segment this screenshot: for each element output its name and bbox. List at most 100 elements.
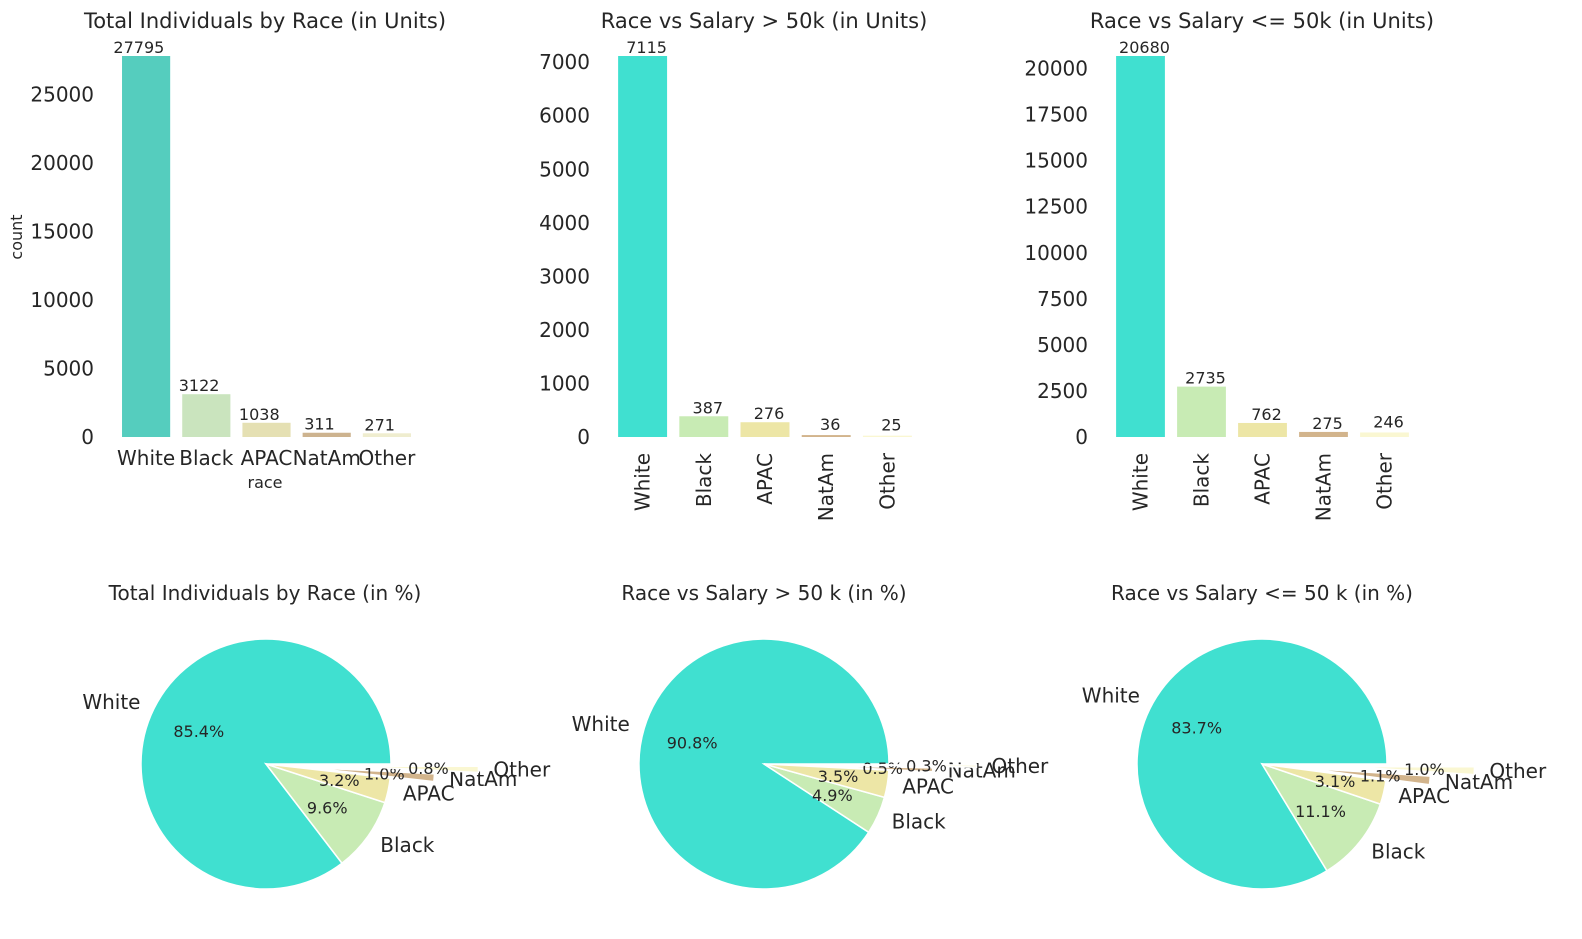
bar-black <box>182 394 231 437</box>
data-label: 271 <box>364 415 395 434</box>
bar-chart-2: Race vs Salary > 50k (in Units) 0 1000 2000… <box>539 9 927 521</box>
y-tick-label: 25000 <box>30 82 94 106</box>
x-tick-label: Black <box>179 446 234 470</box>
pct-label: 0.3% <box>906 757 947 776</box>
bar-other <box>362 433 411 437</box>
slice-label: Black <box>380 833 435 857</box>
slice-label: Black <box>892 810 947 834</box>
slice-label: White <box>572 712 630 736</box>
x-tick-label: NatAm <box>1312 453 1336 521</box>
y-tick-label: 2500 <box>1037 379 1088 403</box>
data-label: 36 <box>820 415 840 434</box>
pct-label: 90.8% <box>667 734 718 753</box>
y-tick-label: 20000 <box>30 151 94 175</box>
pct-label: 11.1% <box>1295 802 1346 821</box>
y-tick-label: 20000 <box>1024 57 1088 81</box>
data-label: 3122 <box>179 376 220 395</box>
x-tick-label: Black <box>1190 453 1214 508</box>
chart-title: Race vs Salary > 50 k (in %) <box>621 581 906 605</box>
bar-other <box>862 435 912 437</box>
slice-label: White <box>1082 683 1140 707</box>
data-label: 27795 <box>113 38 164 57</box>
x-tick-label: APAC <box>753 453 777 505</box>
bar-black <box>1177 386 1226 437</box>
x-tick-label: Other <box>1373 452 1397 510</box>
data-label: 762 <box>1251 405 1282 424</box>
slice-natam <box>807 764 934 773</box>
bar-apac <box>740 422 790 437</box>
data-label: 25 <box>881 416 901 435</box>
bar-other <box>1360 432 1409 437</box>
bar-natam <box>1299 431 1348 437</box>
y-tick-label: 10000 <box>30 288 94 312</box>
y-tick-label: 15000 <box>30 219 94 243</box>
pct-label: 83.7% <box>1171 718 1222 737</box>
x-tick-label: White <box>631 453 655 511</box>
x-tick-label: Black <box>692 453 716 508</box>
slice-label: Black <box>1371 840 1426 864</box>
y-tick-label: 7500 <box>1037 287 1088 311</box>
y-tick-label: 5000 <box>43 356 94 380</box>
pct-label: 1.1% <box>1360 767 1401 786</box>
pct-label: 85.4% <box>173 722 224 741</box>
x-tick-label: NatAm <box>814 453 838 521</box>
chart-title: Race vs Salary > 50k (in Units) <box>601 9 928 33</box>
slice-label: APAC <box>403 782 455 806</box>
data-label: 20680 <box>1119 38 1170 57</box>
x-tick-label: NatAm <box>293 446 361 470</box>
pct-label: 1.0% <box>1404 760 1445 779</box>
bar-black <box>679 416 729 437</box>
pie-chart-5: Race vs Salary > 50 k (in %) 90.8% White 4.… <box>572 581 1049 890</box>
data-label: 7115 <box>626 38 667 57</box>
y-tick-label: 0 <box>577 425 590 449</box>
x-tick-label: APAC <box>1251 453 1275 505</box>
data-label: 2735 <box>1185 369 1226 388</box>
data-label: 275 <box>1312 414 1343 433</box>
slice-label: NatAm <box>948 758 1016 782</box>
slice-label: Other <box>991 754 1049 778</box>
pct-label: 3.1% <box>1315 772 1356 791</box>
slice-apac <box>1261 763 1387 806</box>
slice-other <box>1349 765 1476 776</box>
bar-white <box>618 56 668 437</box>
data-label: 311 <box>304 415 335 434</box>
bar-apac <box>1238 422 1287 437</box>
slice-natam <box>1305 767 1432 786</box>
chart-title: Total Individuals by Race (in %) <box>108 581 422 605</box>
slice-label: APAC <box>902 774 954 798</box>
data-label: 1038 <box>239 405 280 424</box>
slice-natam <box>309 766 436 783</box>
slice-label: Other <box>1489 759 1547 783</box>
y-tick-label: 10000 <box>1024 241 1088 265</box>
y-tick-label: 5000 <box>539 157 590 181</box>
chart-title: Race vs Salary <= 50 k (in %) <box>1111 581 1413 605</box>
slice-black <box>1260 762 1382 872</box>
pct-label: 0.8% <box>408 759 449 778</box>
y-tick-label: 12500 <box>1024 195 1088 219</box>
pie-chart-4: Total Individuals by Race (in %) 85.4% Whi… <box>82 581 551 890</box>
slice-apac <box>265 763 392 804</box>
bar-chart-3: Race vs Salary <= 50k (in Units) 0 2500 500… <box>1024 9 1434 521</box>
pct-label: 1.0% <box>364 765 405 784</box>
pct-label: 3.2% <box>319 771 360 790</box>
y-tick-label: 2000 <box>539 318 590 342</box>
bar-white <box>122 56 171 437</box>
y-tick-label: 15000 <box>1024 149 1088 173</box>
y-tick-label: 1000 <box>539 371 590 395</box>
bar-chart-1: Total Individuals by Race (in Units) 0 500… <box>7 9 446 492</box>
chart-title: Total Individuals by Race (in Units) <box>83 9 446 33</box>
slice-other <box>353 765 480 774</box>
slice-label: APAC <box>1398 784 1450 808</box>
bar-natam <box>302 432 351 437</box>
bar-apac <box>242 422 291 437</box>
slice-label: Other <box>493 758 551 782</box>
slice-other <box>851 764 978 768</box>
y-tick-label: 3000 <box>539 264 590 288</box>
y-tick-label: 0 <box>81 425 94 449</box>
pct-label: 4.9% <box>812 786 853 805</box>
bar-natam <box>801 435 851 437</box>
x-tick-label: Other <box>875 452 899 510</box>
x-tick-label: White <box>117 446 175 470</box>
x-tick-label: APAC <box>241 446 293 470</box>
